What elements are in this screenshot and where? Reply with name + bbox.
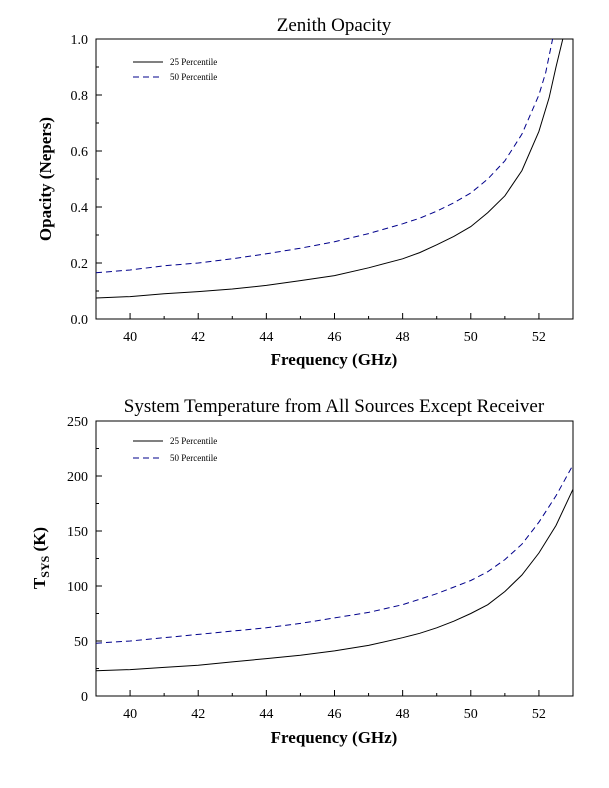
y-tick-label: 0.2 (71, 257, 89, 272)
series-group (95, 464, 574, 672)
x-tick-label: 44 (259, 707, 273, 722)
x-tick-label: 50 (464, 707, 478, 722)
y-tick-label: 0 (81, 690, 88, 705)
legend: 25 Percentile 50 Percentile (133, 57, 217, 82)
x-axis-ticks: 40 42 44 46 48 50 52 (95, 690, 574, 722)
series-line-50-percentile (95, 38, 554, 274)
legend-label-25-percentile: 25 Percentile (170, 57, 217, 67)
y-tick-label: 150 (67, 525, 88, 540)
x-tick-label: 42 (191, 330, 205, 345)
y-tick-label: 200 (67, 470, 88, 485)
x-tick-label: 52 (532, 330, 546, 345)
chart-title: System Temperature from All Sources Exce… (124, 396, 545, 417)
legend: 25 Percentile 50 Percentile (133, 436, 217, 463)
y-axis-label-subscript: SYS (38, 555, 52, 577)
y-tick-label: 0.4 (71, 201, 89, 216)
x-tick-label: 48 (396, 330, 410, 345)
x-axis-ticks: 40 42 44 46 48 50 52 (95, 313, 574, 345)
y-axis-label-main: T (30, 577, 49, 589)
series-group (95, 38, 564, 299)
plot-frame (95, 420, 574, 697)
y-tick-label: 100 (67, 580, 88, 595)
x-tick-label: 50 (464, 330, 478, 345)
y-tick-label: 0.8 (71, 89, 89, 104)
y-tick-label: 0.6 (71, 145, 89, 160)
y-axis-label: Opacity (Nepers) (36, 117, 55, 241)
y-axis-label-unit: (K) (30, 527, 49, 556)
chart-system-temperature: System Temperature from All Sources Exce… (30, 396, 574, 747)
y-tick-label: 1.0 (71, 33, 89, 48)
y-tick-label: 50 (74, 635, 88, 650)
chart-zenith-opacity: Zenith Opacity 0.0 0.2 0.4 0.6 0.8 1.0 40 42 44… (36, 15, 574, 369)
series-line-25-percentile (95, 488, 574, 672)
chart-title: Zenith Opacity (277, 15, 392, 36)
x-tick-label: 44 (259, 330, 273, 345)
legend-label-50-percentile: 50 Percentile (170, 453, 217, 463)
x-tick-label: 46 (328, 330, 342, 345)
x-tick-label: 52 (532, 707, 546, 722)
x-tick-label: 46 (328, 707, 342, 722)
legend-label-25-percentile: 25 Percentile (170, 436, 217, 446)
y-axis-ticks: 0 50 100 150 200 250 (67, 415, 102, 705)
x-tick-label: 48 (396, 707, 410, 722)
series-line-25-percentile (95, 38, 564, 299)
series-line-50-percentile (95, 464, 574, 644)
x-tick-label: 40 (123, 707, 137, 722)
y-axis-ticks: 0.0 0.2 0.4 0.6 0.8 1.0 (71, 33, 102, 328)
legend-label-50-percentile: 50 Percentile (170, 72, 217, 82)
plot-frame (95, 38, 574, 320)
y-tick-label: 0.0 (71, 313, 89, 328)
y-axis-label: TSYS (K) (30, 527, 52, 589)
x-tick-label: 42 (191, 707, 205, 722)
y-tick-label: 250 (67, 415, 88, 430)
x-tick-label: 40 (123, 330, 137, 345)
x-axis-label: Frequency (GHz) (271, 350, 398, 369)
x-axis-label: Frequency (GHz) (271, 728, 398, 747)
